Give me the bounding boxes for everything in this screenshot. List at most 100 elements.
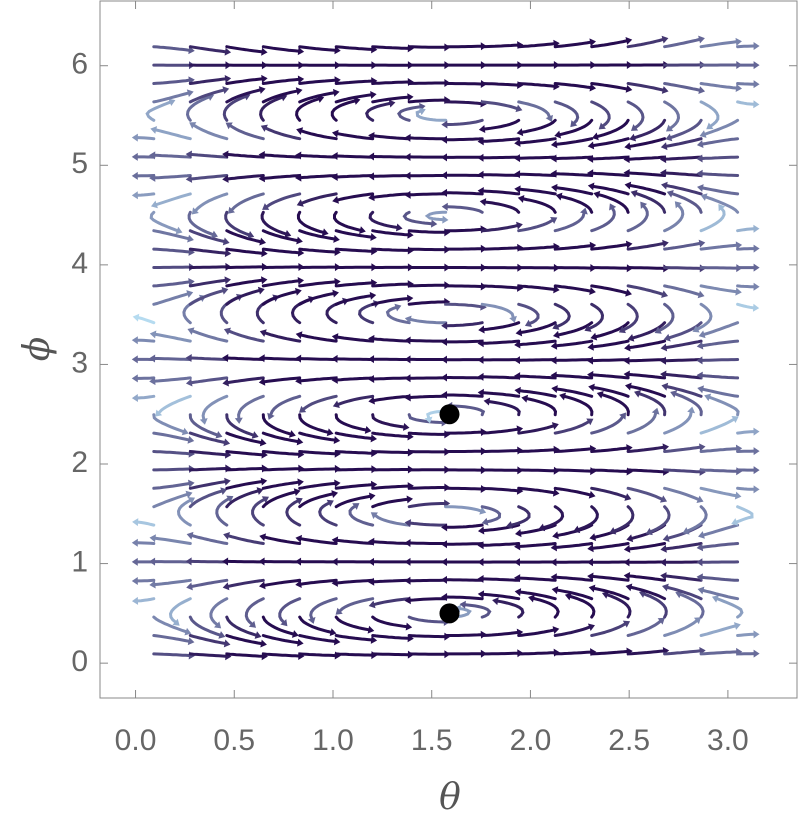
streamline <box>251 498 266 527</box>
streamline <box>415 109 448 122</box>
streamline <box>300 192 338 205</box>
arrowhead <box>404 190 411 199</box>
streamline <box>590 468 629 473</box>
streamline <box>517 42 556 49</box>
streamline <box>190 356 229 361</box>
arrowhead <box>248 620 256 628</box>
streamline <box>482 375 521 380</box>
arrowhead <box>149 173 156 182</box>
streamline <box>318 501 338 527</box>
streamline <box>553 266 592 270</box>
streamline <box>480 284 519 290</box>
streamline <box>482 155 521 160</box>
streamline <box>334 494 372 509</box>
streamline <box>663 242 701 251</box>
arrowhead <box>257 286 265 295</box>
arrowhead <box>659 155 667 164</box>
arrowhead <box>215 430 223 439</box>
arrowhead <box>262 203 270 210</box>
arrowhead <box>187 435 195 444</box>
streamline <box>699 284 738 294</box>
streamline <box>629 184 667 196</box>
arrowhead <box>218 631 226 639</box>
arrowhead <box>295 151 302 160</box>
arrowhead <box>394 303 402 312</box>
arrowhead <box>224 477 231 486</box>
arrowhead <box>297 248 305 257</box>
arrowhead <box>718 204 726 212</box>
streamline <box>152 280 191 288</box>
arrowhead <box>332 195 339 204</box>
streamline <box>553 486 592 497</box>
arrowhead <box>223 639 231 648</box>
streamline <box>626 412 658 435</box>
streamline <box>590 415 624 435</box>
streamline <box>424 210 448 222</box>
streamline <box>444 82 483 86</box>
streamline <box>520 321 557 334</box>
streamline <box>225 615 258 637</box>
streamline <box>136 597 156 603</box>
arrowhead <box>753 61 760 70</box>
arrowhead <box>186 582 193 591</box>
arrowhead <box>331 333 339 342</box>
arrowhead <box>550 154 557 163</box>
streamline <box>136 338 156 343</box>
streamline <box>444 486 483 491</box>
streamline <box>626 100 645 129</box>
arrowhead <box>698 239 706 248</box>
streamline <box>407 413 444 424</box>
arrowhead <box>553 285 560 294</box>
arrowhead <box>181 427 189 436</box>
streamline <box>445 595 484 601</box>
arrowhead <box>295 376 302 385</box>
streamline <box>407 431 446 436</box>
streamline <box>663 411 693 435</box>
streamline <box>298 615 333 634</box>
arrowhead <box>149 330 157 339</box>
streamline <box>348 505 375 527</box>
streamline <box>371 95 410 104</box>
streamline <box>699 266 738 270</box>
arrowhead <box>441 188 448 197</box>
arrowhead <box>404 152 411 161</box>
streamline <box>188 77 227 85</box>
arrowhead <box>168 98 176 107</box>
arrowhead <box>586 356 594 365</box>
arrowhead <box>478 125 486 133</box>
arrowhead <box>333 637 341 646</box>
streamline <box>668 321 703 340</box>
arrowhead <box>589 533 597 541</box>
streamline <box>480 302 515 319</box>
streamline <box>553 302 571 328</box>
arrowhead <box>260 276 268 285</box>
streamline <box>663 38 701 49</box>
arrowhead <box>440 153 447 162</box>
streamline <box>553 468 592 473</box>
arrowhead <box>477 372 484 381</box>
streamline <box>152 615 188 634</box>
streamline <box>298 482 337 490</box>
streamline <box>699 486 738 498</box>
arrowhead <box>629 133 637 142</box>
arrowhead <box>186 531 194 540</box>
streamline <box>558 118 594 137</box>
streamline <box>627 358 667 363</box>
streamline <box>701 589 740 601</box>
streamline <box>555 374 594 380</box>
arrowhead <box>131 596 139 605</box>
streamline <box>445 321 484 328</box>
streamline <box>626 82 665 92</box>
streamline <box>736 430 755 435</box>
streamline <box>649 505 671 533</box>
arrowhead <box>214 621 222 629</box>
arrowhead <box>333 234 340 243</box>
arrowhead <box>406 495 413 504</box>
y-axis-label: ϕ <box>17 337 58 362</box>
streamline <box>226 153 265 159</box>
streamline <box>553 40 592 49</box>
arrowhead <box>731 518 739 526</box>
streamline <box>299 154 338 159</box>
arrowhead <box>697 586 705 595</box>
